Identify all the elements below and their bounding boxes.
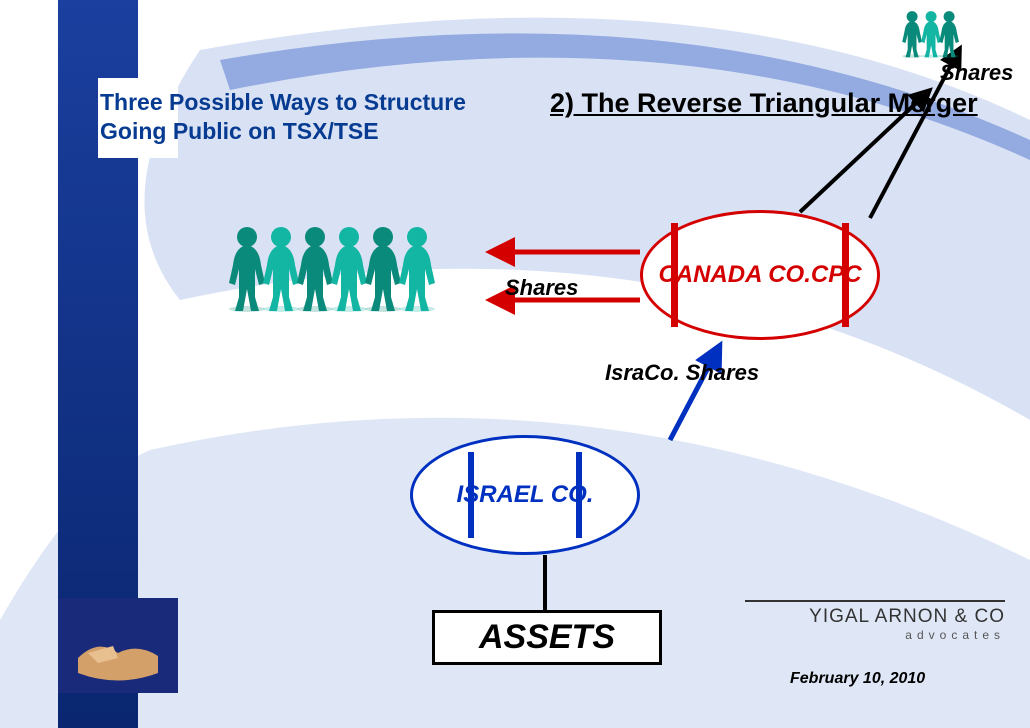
subtitle: 2) The Reverse Triangular Merger xyxy=(550,88,978,119)
title-line-1: Three Possible Ways to Structure xyxy=(100,88,466,117)
people-group-top xyxy=(900,10,962,63)
canada-node: CANADA CO.CPC xyxy=(640,210,880,340)
israel-node: ISRAEL CO. xyxy=(410,435,640,555)
assets-box: ASSETS xyxy=(432,610,662,665)
shares-left-label: Shares xyxy=(505,275,578,301)
firm-logo: YIGAL ARNON & CO advocates xyxy=(745,600,1005,642)
title-line-2: Going Public on TSX/TSE xyxy=(100,117,466,146)
firm-subtitle: advocates xyxy=(745,628,1005,642)
israco-shares-label: IsraCo. Shares xyxy=(605,360,759,386)
date-text: February 10, 2010 xyxy=(790,670,925,688)
title-block: Three Possible Ways to Structure Going P… xyxy=(100,88,466,146)
handshake-image xyxy=(58,598,178,693)
firm-name: YIGAL ARNON & CO xyxy=(745,600,1005,628)
shares-top-label: Shares xyxy=(940,60,1013,86)
people-group-left xyxy=(225,225,439,318)
